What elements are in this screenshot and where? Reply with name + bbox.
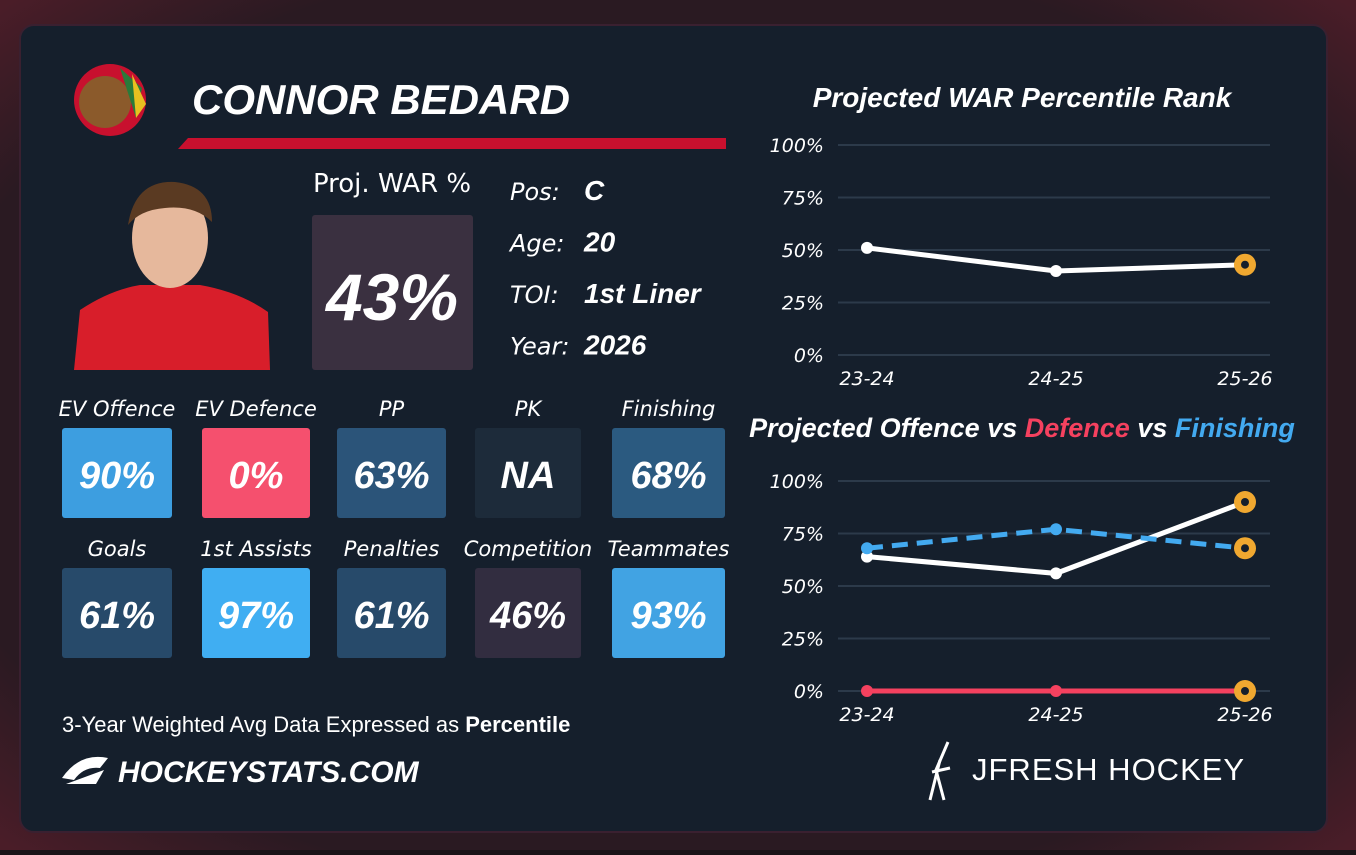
info-value: C [584,175,605,206]
note-bold: Percentile [465,712,570,737]
y-tick-label: 75% [782,188,824,210]
chart-title: Projected WAR Percentile Rank [813,82,1233,113]
player-photo [74,178,270,370]
x-tick-label: 25-26 [1217,368,1272,390]
tile-label: PK [515,397,544,421]
y-tick-label: 100% [770,135,824,157]
player-name: CONNOR BEDARD [192,76,570,123]
y-tick-label: 100% [770,471,824,493]
tile-label: Goals [88,537,147,561]
info-label: Pos: [510,178,560,206]
note: 3-Year Weighted Avg Data Expressed as [62,712,459,737]
title-part: vs [1137,413,1167,443]
y-tick-label: 50% [782,576,824,598]
y-tick-label: 50% [782,240,824,262]
tile-label: EV Offence [59,397,176,421]
tile [612,568,725,658]
tile-value: NA [501,455,556,497]
tile [62,568,172,658]
marker-center [1241,687,1249,695]
tile-label: PP [379,397,405,421]
info-label: Age: [508,230,565,258]
tile-label: Penalties [344,537,440,561]
y-tick-label: 0% [794,345,824,367]
x-tick-label: 23-24 [839,368,894,390]
tile-value: 0% [229,455,284,497]
tile-value: 90% [79,455,155,497]
title-part: Defence [1025,413,1130,443]
tile-label: Competition [464,537,593,561]
point [1050,567,1062,580]
point [861,550,873,563]
site-name: HOCKEYSTATS.COM [118,756,420,789]
x-tick-label: 24-25 [1028,704,1083,726]
war-box [312,215,473,370]
tile [337,428,446,518]
x-tick-label: 23-24 [839,704,894,726]
tile [337,568,446,658]
x-tick-label: 25-26 [1217,704,1272,726]
name-underline [178,138,726,149]
y-tick-label: 25% [782,293,824,315]
tile [475,568,581,658]
title-part: Offence [880,413,980,443]
title-part: vs [987,413,1017,443]
tile [202,568,310,658]
tile [475,428,581,518]
brand-name: JFRESH HOCKEY [972,752,1245,787]
tile-label: EV Defence [195,397,317,421]
info-value: 2026 [583,330,647,361]
point [1050,265,1062,277]
tile-value: 61% [79,595,155,637]
point [861,685,873,697]
title-part: Projected [749,413,873,443]
team-logo [74,64,146,136]
marker-center [1241,498,1249,506]
info-value: 20 [583,227,616,258]
tile-value: 97% [218,595,294,637]
tile-value: 68% [630,455,706,497]
point [861,542,873,555]
footnote: 3-Year Weighted Avg Data Expressed as Pe… [62,712,570,737]
tile-label: 1st Assists [200,537,311,561]
x-tick-label: 24-25 [1028,368,1083,390]
war-label: Proj. WAR % [313,169,471,199]
info-label: Year: [510,333,569,361]
tile-value: 93% [630,595,706,637]
info-label: TOI: [510,281,559,309]
war-value: 43% [324,260,458,334]
tile-value: 46% [489,595,566,637]
point [1050,523,1062,536]
y-tick-label: 0% [794,681,824,703]
chart-title: Projected Offence vs Defence vs Finishin… [749,413,1295,443]
brand-logo [928,741,951,801]
point [861,241,873,254]
tile [612,428,725,518]
y-tick-label: 75% [782,524,824,546]
tile-value: 61% [353,595,429,637]
tile [62,428,172,518]
tile-label: Teammates [608,537,730,561]
tile [202,428,310,518]
y-tick-label: 25% [782,629,824,651]
site-logo [62,756,108,784]
point [1050,685,1062,697]
marker-center [1241,544,1249,553]
tile-label: Finishing [622,397,716,421]
tile-value: 63% [353,455,429,497]
marker-center [1241,260,1249,269]
title-part: Finishing [1175,413,1295,443]
info-value: 1st Liner [584,278,703,309]
